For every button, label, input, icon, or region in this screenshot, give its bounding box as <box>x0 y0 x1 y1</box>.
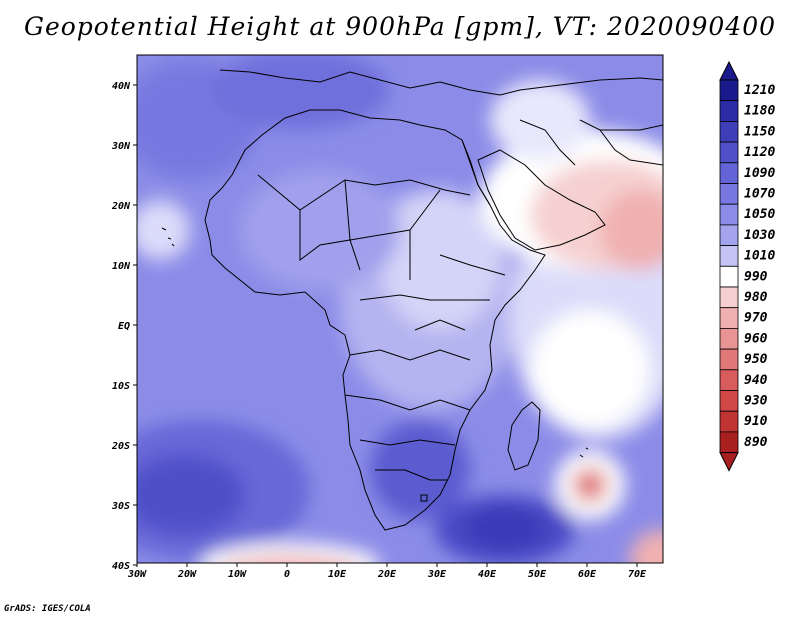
colorbar-label: 1150 <box>744 124 775 139</box>
lon-tick-label: 0 <box>284 569 290 580</box>
colorbar-label: 1210 <box>744 83 775 98</box>
lon-axis: 30W 20W 10W 0 10E 20E 30E 40E 50E 60E 70E <box>127 563 647 580</box>
lat-tick-label: 30S <box>111 501 130 512</box>
colorbar-swatch <box>719 121 739 143</box>
africa-coastline <box>204 109 546 531</box>
colorbar: 1210 1180 1150 1120 1090 1070 1050 1030 1010 990 9… <box>719 60 775 472</box>
colorbar-label: 980 <box>744 290 768 305</box>
colorbar-swatch <box>719 265 739 288</box>
map-title: Geopotential Height at 900hPa [gpm], VT:… <box>23 12 777 41</box>
colorbar-swatch <box>719 286 739 309</box>
colorbar-swatch <box>719 390 739 412</box>
colorbar-label: 1030 <box>744 228 775 243</box>
colorbar-swatch <box>719 245 739 267</box>
madagascar <box>507 401 541 471</box>
colorbar-swatch <box>719 100 739 122</box>
colorbar-label: 1180 <box>744 104 775 119</box>
lat-tick-label: 20N <box>111 201 131 212</box>
gulf-coast <box>599 129 663 166</box>
lon-tick-label: 40E <box>478 569 497 580</box>
colorbar-swatch <box>719 224 739 246</box>
lon-tick-label: 20E <box>377 569 397 580</box>
lon-tick-label: 60E <box>578 569 597 580</box>
lon-tick-label: 70E <box>628 569 647 580</box>
colorbar-label: 890 <box>744 435 768 450</box>
colorbar-swatch <box>719 431 739 453</box>
lon-tick-label: 30W <box>127 569 147 580</box>
lon-tick-label: 10W <box>228 569 247 580</box>
coastlines <box>161 69 663 531</box>
colorbar-swatch <box>719 348 739 371</box>
colorbar-swatch <box>719 162 739 184</box>
colorbar-label: 960 <box>744 331 768 346</box>
colorbar-swatch <box>719 141 739 164</box>
colorbar-swatch <box>719 183 739 205</box>
height-field <box>137 55 663 563</box>
colorbar-swatch <box>719 203 739 226</box>
lat-axis: 40N 30N 20N 10N EQ 10S 20S 30S 40S <box>111 81 137 572</box>
red-sea <box>461 139 491 206</box>
colorbar-label: 990 <box>744 269 768 284</box>
colorbar-label: 1120 <box>744 145 775 160</box>
lon-tick-label: 20W <box>177 569 197 580</box>
plot-frame <box>136 54 664 564</box>
colorbar-bottom-arrow <box>719 452 739 472</box>
lat-tick-label: 10S <box>112 381 130 392</box>
lat-tick-label: 10N <box>112 261 131 272</box>
colorbar-swatch <box>719 79 739 102</box>
lon-tick-label: 10E <box>328 569 347 580</box>
lat-tick-label: 40S <box>112 561 130 572</box>
lon-tick-label: 30E <box>427 569 447 580</box>
colorbar-label: 940 <box>744 373 768 388</box>
colorbar-label: 970 <box>744 311 768 326</box>
lon-tick-label: 50E <box>528 569 547 580</box>
arabian-peninsula <box>477 149 606 251</box>
colorbar-top-arrow <box>719 60 739 81</box>
lat-tick-label: EQ <box>118 321 130 332</box>
colorbar-swatch <box>719 327 739 350</box>
lat-tick-label: 30N <box>111 141 131 152</box>
footer-credit: GrADS: IGES/COLA <box>4 604 91 614</box>
colorbar-label: 910 <box>744 414 768 429</box>
colorbar-label: 1090 <box>744 166 775 181</box>
colorbar-swatch <box>719 369 739 391</box>
lat-tick-label: 20S <box>111 441 130 452</box>
lat-tick-label: 40N <box>112 81 131 92</box>
colorbar-swatch <box>719 307 739 329</box>
colorbar-label: 930 <box>744 394 768 409</box>
colorbar-label: 1050 <box>744 207 775 222</box>
colorbar-label: 1010 <box>744 249 775 264</box>
colorbar-label: 1070 <box>744 187 775 202</box>
colorbar-swatch <box>719 410 739 433</box>
europe-coast <box>219 69 663 96</box>
colorbar-label: 950 <box>744 352 768 367</box>
